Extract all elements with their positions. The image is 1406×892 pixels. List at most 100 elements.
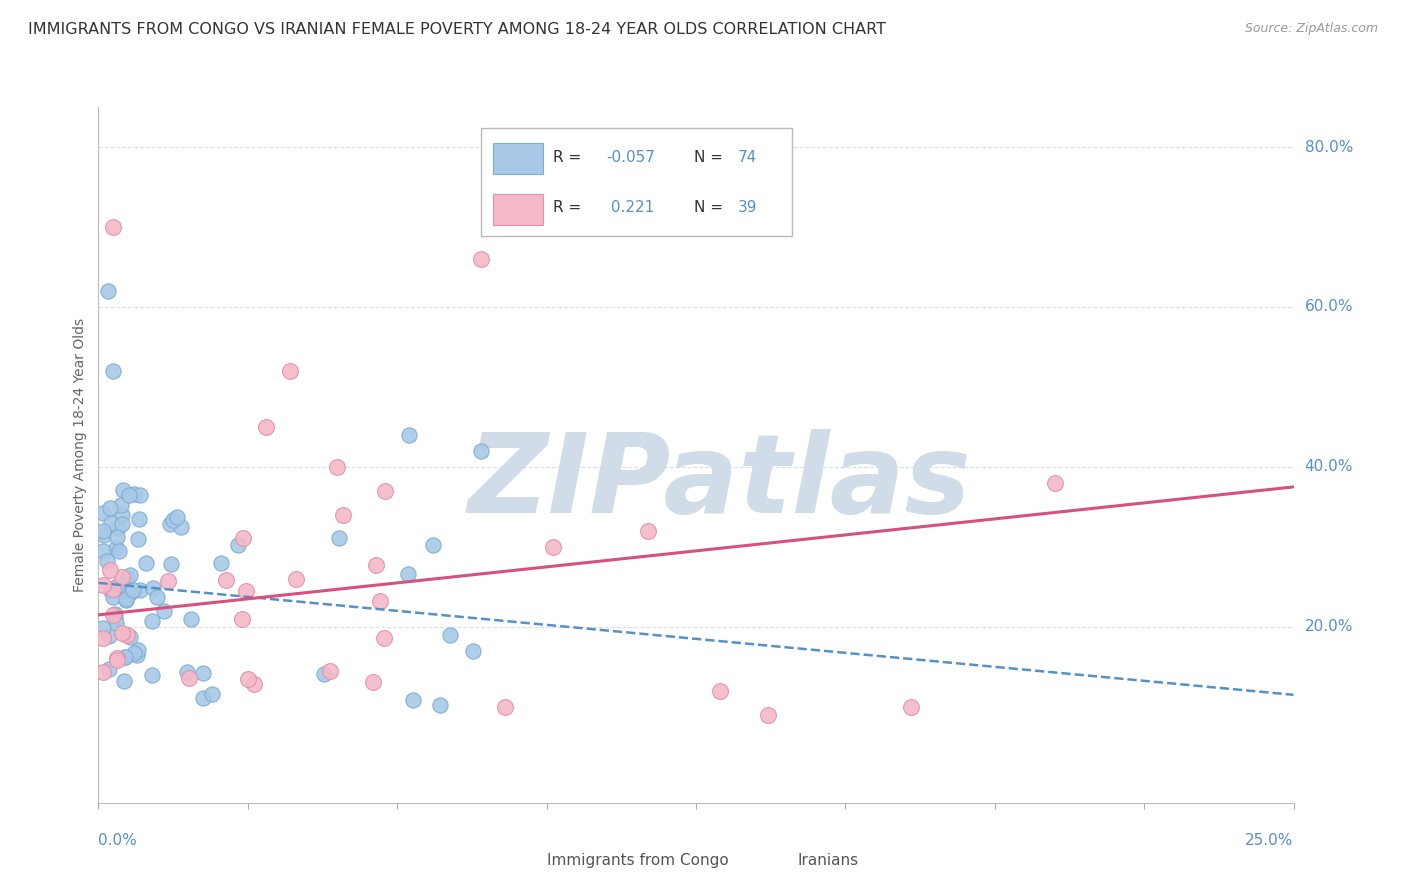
- Point: [191, 690, 214, 705]
- Point: [243, 677, 266, 691]
- Point: [232, 531, 254, 545]
- Point: [373, 631, 395, 645]
- Point: [100, 583, 122, 598]
- Point: [235, 583, 257, 598]
- Text: 60.0%: 60.0%: [1305, 300, 1353, 315]
- Point: [104, 607, 127, 622]
- Point: [107, 521, 129, 535]
- Point: [91, 621, 114, 635]
- Point: [105, 615, 128, 630]
- Point: [118, 487, 141, 501]
- Point: [284, 572, 307, 586]
- Point: [374, 483, 396, 498]
- Point: [115, 591, 138, 606]
- Point: [215, 573, 238, 587]
- Point: [93, 527, 115, 541]
- Point: [125, 648, 148, 663]
- Point: [114, 649, 136, 664]
- Point: [111, 582, 134, 596]
- FancyBboxPatch shape: [494, 194, 543, 225]
- Point: [236, 673, 259, 687]
- Point: [101, 591, 124, 605]
- Y-axis label: Female Poverty Among 18-24 Year Olds: Female Poverty Among 18-24 Year Olds: [73, 318, 87, 592]
- Point: [112, 483, 135, 497]
- Point: [169, 520, 191, 534]
- Point: [100, 516, 122, 530]
- Text: R =: R =: [553, 201, 586, 216]
- Point: [254, 420, 277, 434]
- FancyBboxPatch shape: [494, 144, 543, 174]
- Point: [156, 574, 179, 588]
- Point: [128, 511, 150, 525]
- Point: [115, 593, 138, 607]
- Point: [135, 556, 157, 570]
- Point: [111, 570, 134, 584]
- Point: [105, 650, 128, 665]
- Point: [122, 583, 145, 598]
- FancyBboxPatch shape: [502, 849, 540, 871]
- Point: [115, 571, 138, 585]
- FancyBboxPatch shape: [481, 128, 792, 235]
- Text: R =: R =: [553, 150, 586, 165]
- Point: [111, 516, 134, 531]
- Point: [1043, 475, 1066, 490]
- Point: [328, 531, 350, 545]
- Point: [756, 707, 779, 722]
- Point: [470, 444, 492, 458]
- Point: [142, 581, 165, 595]
- Point: [127, 533, 149, 547]
- Point: [209, 556, 232, 570]
- Point: [112, 674, 135, 689]
- Text: 20.0%: 20.0%: [1305, 619, 1353, 634]
- Point: [91, 544, 114, 558]
- Point: [402, 692, 425, 706]
- Point: [103, 582, 125, 596]
- Point: [278, 364, 301, 378]
- Point: [91, 665, 114, 680]
- Point: [97, 629, 120, 643]
- Point: [118, 567, 141, 582]
- Point: [97, 284, 120, 298]
- Point: [141, 614, 163, 628]
- Point: [201, 687, 224, 701]
- Point: [159, 516, 181, 531]
- Point: [111, 508, 134, 522]
- Text: Iranians: Iranians: [797, 853, 859, 868]
- Point: [226, 538, 249, 552]
- Point: [470, 252, 492, 266]
- Point: [111, 626, 134, 640]
- Point: [363, 675, 385, 690]
- Point: [101, 364, 124, 378]
- Point: [107, 579, 129, 593]
- Point: [115, 628, 138, 642]
- Point: [122, 647, 145, 661]
- Point: [166, 510, 188, 524]
- Point: [105, 530, 128, 544]
- Text: Immigrants from Congo: Immigrants from Congo: [547, 853, 728, 868]
- Point: [91, 631, 114, 645]
- Point: [366, 558, 388, 573]
- Point: [146, 590, 169, 604]
- Point: [637, 524, 659, 538]
- Point: [541, 540, 564, 554]
- Point: [129, 488, 152, 502]
- Point: [332, 508, 354, 522]
- Point: [368, 594, 391, 608]
- Point: [398, 428, 420, 442]
- Point: [100, 563, 122, 577]
- Point: [162, 513, 184, 527]
- Point: [439, 627, 461, 641]
- Point: [120, 586, 142, 600]
- Point: [127, 642, 149, 657]
- Point: [110, 499, 132, 513]
- Text: -0.057: -0.057: [606, 150, 655, 165]
- Point: [191, 666, 214, 681]
- Text: 25.0%: 25.0%: [1246, 833, 1294, 848]
- Point: [422, 538, 444, 552]
- Point: [326, 459, 349, 474]
- Point: [396, 566, 419, 581]
- Point: [429, 698, 451, 713]
- Text: 39: 39: [738, 201, 758, 216]
- Text: 80.0%: 80.0%: [1305, 139, 1353, 154]
- FancyBboxPatch shape: [754, 849, 792, 871]
